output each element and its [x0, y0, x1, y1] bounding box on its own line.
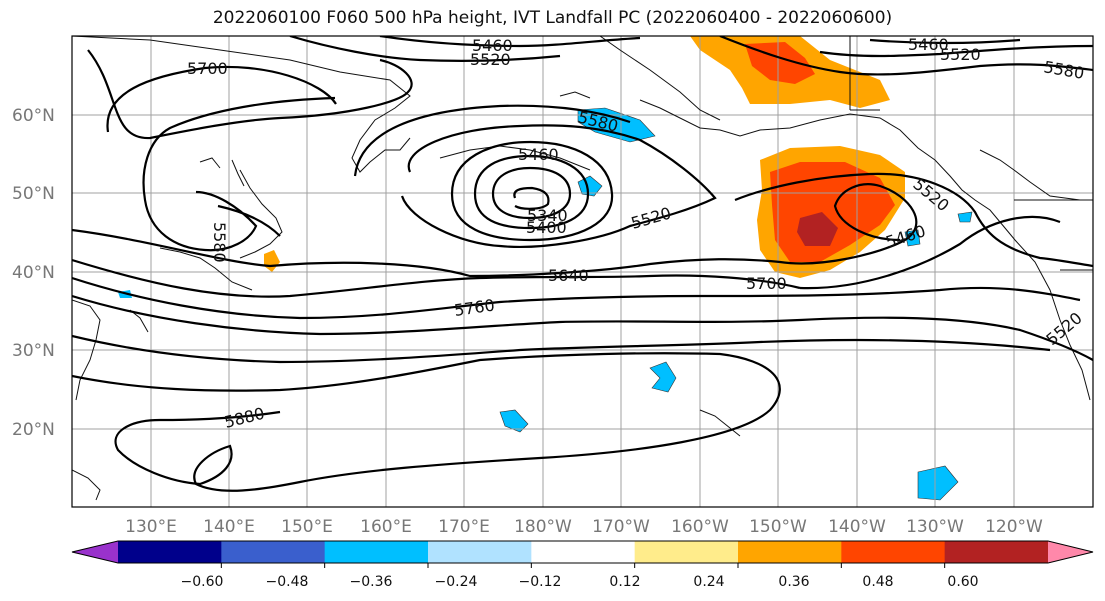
contour-label: 5460	[908, 35, 949, 54]
lat-label: 40°N	[12, 263, 55, 283]
contour-label: 5580	[210, 222, 229, 263]
colorbar-tick-label: 0.24	[693, 574, 724, 590]
lon-label: 160°W	[671, 517, 729, 537]
colorbar-extend-max	[1048, 541, 1093, 563]
colorbar-outline	[71, 540, 1094, 564]
map-title: 2022060100 F060 500 hPa height, IVT Land…	[212, 8, 893, 28]
colorbar-tick-label: −0.48	[266, 574, 309, 590]
lat-label: 20°N	[12, 420, 55, 440]
lat-label: 50°N	[12, 184, 55, 204]
colorbar-segment	[634, 541, 739, 563]
lon-label: 130°E	[125, 517, 177, 537]
lon-label: 170°W	[592, 517, 650, 537]
lon-label: 140°E	[203, 517, 255, 537]
colorbar-ticks: −0.60 −0.48 −0.36 −0.24 −0.12 0.12 0.24 …	[181, 574, 979, 590]
lat-label: 30°N	[12, 341, 55, 361]
lon-label: 150°W	[749, 517, 807, 537]
colorbar-tick-label: 0.36	[778, 574, 809, 590]
ivt-positive-shading	[264, 36, 905, 278]
colorbar-tick-label: −0.12	[519, 574, 562, 590]
colorbar-tick-label: −0.60	[181, 574, 224, 590]
colorbar-segment	[324, 541, 429, 563]
lat-label: 60°N	[12, 106, 55, 126]
colorbar-tick-label: −0.24	[435, 574, 478, 590]
colorbar-tick-label: 0.60	[947, 574, 978, 590]
lon-label: 120°W	[985, 517, 1043, 537]
longitude-labels: 130°E 140°E 150°E 160°E 170°E 180°W 170°…	[125, 517, 1043, 537]
lon-label: 150°E	[281, 517, 333, 537]
contour-label: 5460	[472, 36, 513, 55]
lon-label: 160°E	[360, 517, 412, 537]
colorbar-segment	[738, 541, 842, 563]
contour-label: 5400	[526, 218, 567, 237]
colorbar-tick-label: 0.48	[862, 574, 893, 590]
contour-label: 5340	[527, 206, 568, 225]
lon-label: 180°W	[514, 517, 572, 537]
latitude-labels: 60°N 50°N 40°N 30°N 20°N	[12, 106, 55, 440]
colorbar-extend-min	[72, 541, 118, 563]
contour-label: 5520	[940, 45, 981, 64]
map-area: 5460 5520 5700 5580 5460 5340 5400 5520 …	[72, 35, 1093, 507]
lon-label: 170°E	[438, 517, 490, 537]
map-frame	[71, 35, 1094, 508]
colorbar-tick-label: 0.12	[609, 574, 640, 590]
lon-label: 130°W	[906, 517, 964, 537]
lon-label: 140°W	[828, 517, 886, 537]
contour-label: 5460	[518, 145, 559, 164]
contour-label: 5700	[746, 274, 787, 293]
height-contours	[72, 36, 1093, 492]
contour-label: 5700	[187, 59, 228, 78]
colorbar-segment	[221, 541, 326, 563]
contour-label: 5520	[470, 50, 511, 69]
ivt-negative-shading	[118, 107, 973, 501]
colorbar-tick-label: −0.36	[350, 574, 393, 590]
contour-label: 5640	[548, 266, 589, 285]
colorbar-segment	[118, 541, 222, 563]
colorbar-segments	[71, 540, 1094, 568]
coastlines	[72, 36, 1093, 501]
colorbar-segment	[841, 541, 946, 563]
colorbar-segment	[428, 541, 532, 563]
colorbar-segment	[531, 541, 636, 563]
colorbar-segment	[944, 541, 1049, 563]
colorbar: −0.60 −0.48 −0.36 −0.24 −0.12 0.12 0.24 …	[71, 540, 1094, 590]
